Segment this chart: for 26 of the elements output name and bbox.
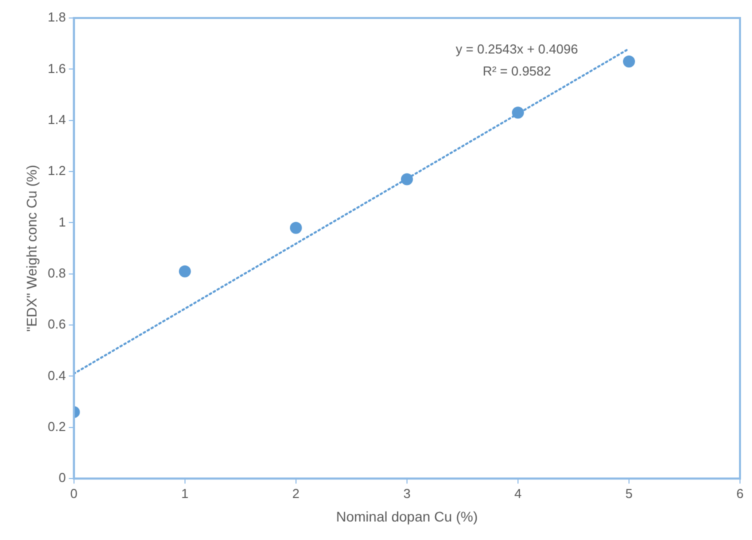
y-tick-label: 0 (58, 470, 66, 486)
y-tick-label: 0.2 (48, 419, 66, 434)
annotation: R² = 0.9582 (482, 64, 551, 79)
point (512, 106, 524, 119)
point (622, 56, 635, 68)
y-tick-label: 1.2 (48, 163, 66, 178)
x-tick-label: 3 (403, 486, 411, 501)
y-axis-title: "EDX" Weight conc Cu (%) (23, 164, 40, 332)
y-tick-label: 0.8 (48, 265, 66, 280)
point (290, 222, 302, 234)
x-tick-label: 1 (181, 486, 189, 501)
annotation: y = 0.2543x + 0.4096 (456, 42, 578, 57)
point (400, 173, 413, 186)
y-tick-label: 1.6 (48, 60, 66, 76)
point (178, 265, 191, 278)
x-tick-label: 5 (625, 486, 633, 501)
x-tick-label: 6 (736, 486, 744, 501)
y-tick-label: 0.6 (48, 316, 66, 332)
x-tick-label: 4 (514, 486, 522, 501)
y-tick-label: 1.8 (48, 10, 66, 25)
x-tick-label: 2 (292, 486, 300, 501)
x-axis-title: Nominal dopan Cu (%) (336, 508, 478, 524)
y-tick-label: 1 (58, 214, 66, 230)
y-tick-label: 1.4 (48, 112, 66, 127)
y-tick-label: 0.4 (48, 368, 66, 383)
x-tick-label: 0 (70, 486, 78, 501)
